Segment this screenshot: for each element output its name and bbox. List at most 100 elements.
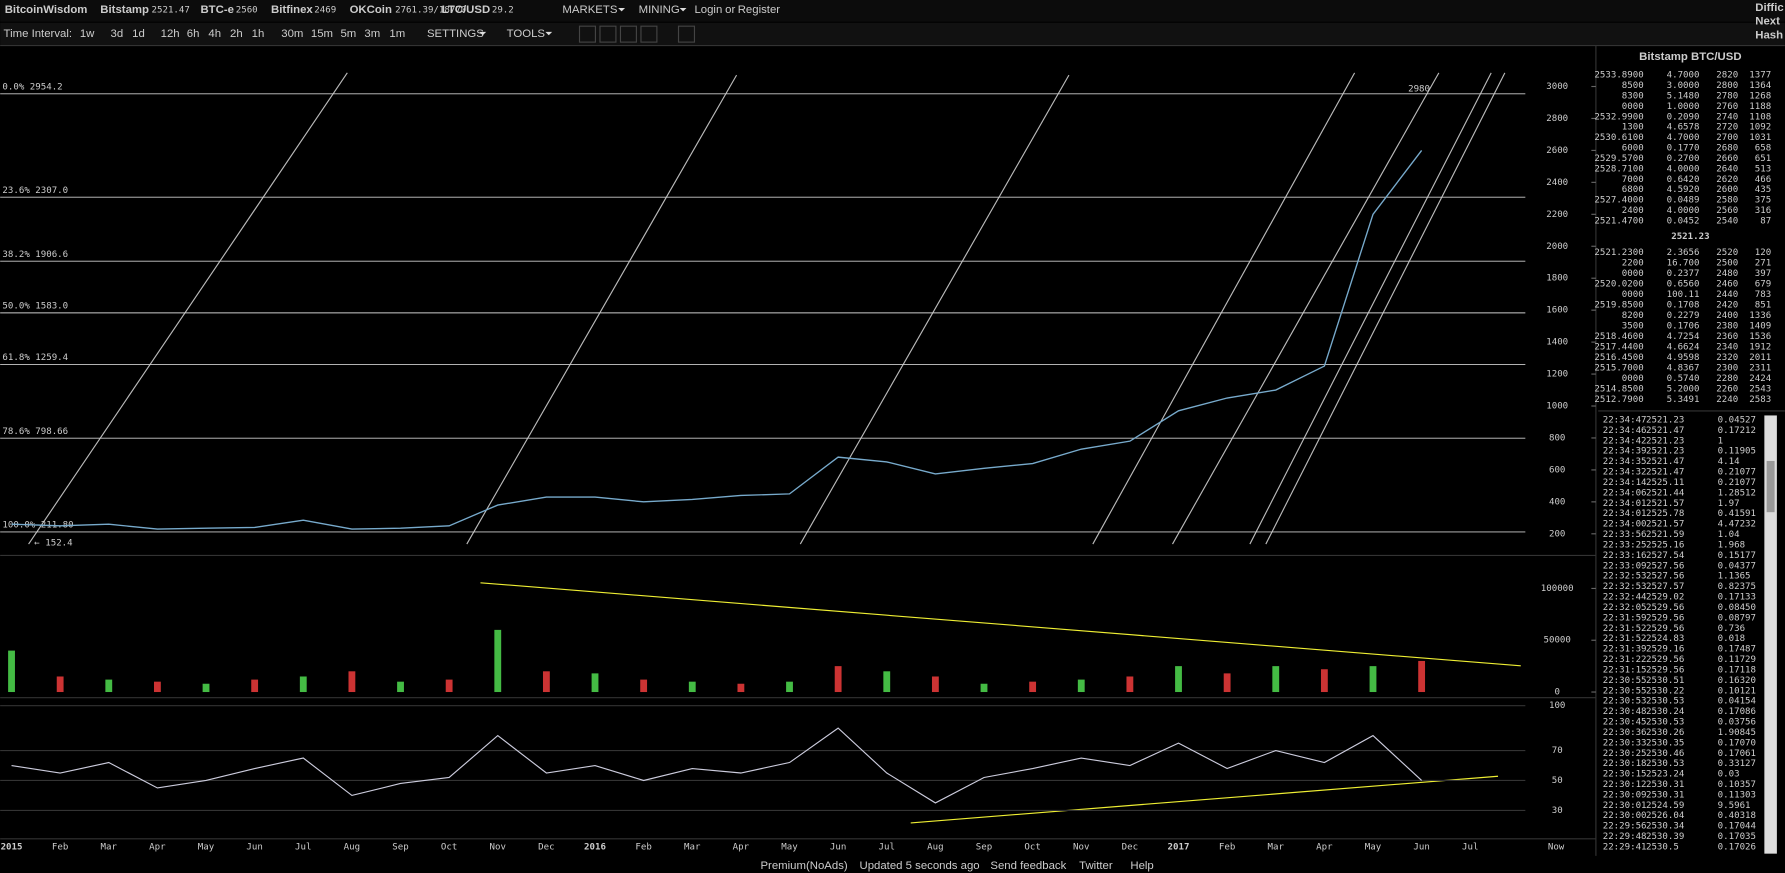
- order-price: 2527.4000: [1594, 196, 1643, 206]
- footer-link[interactable]: Twitter: [1079, 860, 1113, 872]
- tools-menu[interactable]: TOOLS: [507, 28, 546, 40]
- trade-amount: 4.47232: [1718, 520, 1756, 530]
- order-amount: 4.8367: [1667, 363, 1700, 373]
- volume-bar: [1418, 660, 1426, 693]
- trade-time: 22:30:45: [1603, 718, 1647, 728]
- tool-button[interactable]: [640, 25, 658, 43]
- tool-button[interactable]: [578, 25, 596, 43]
- settings-menu[interactable]: SETTINGS: [427, 28, 484, 40]
- trade-time: 22:30:15: [1603, 770, 1647, 780]
- trade-price: 2521.23: [1646, 436, 1684, 446]
- trade-time: 22:32:44: [1603, 593, 1647, 603]
- ticker-name[interactable]: LTC/USD: [442, 4, 490, 16]
- order-amount: 0.6420: [1667, 175, 1700, 185]
- interval-button[interactable]: 12h: [161, 28, 180, 40]
- trade-price: 2530.53: [1646, 697, 1684, 707]
- x-tick-label: Feb: [1219, 842, 1235, 852]
- trade-price: 2526.04: [1646, 811, 1685, 821]
- x-tick-label: Now: [1548, 842, 1565, 852]
- trade-price: 2521.57: [1646, 499, 1684, 509]
- interval-button[interactable]: 1h: [252, 28, 265, 40]
- trade-amount: 4.14: [1718, 457, 1740, 467]
- y-tick-label: 1000: [1546, 402, 1568, 412]
- order-price: 2529.5700: [1594, 154, 1643, 164]
- depth-amount: 316: [1755, 206, 1771, 216]
- depth-price: 2500: [1716, 259, 1738, 269]
- x-tick-label: Sep: [392, 842, 408, 852]
- scroll-thumb[interactable]: [1766, 460, 1775, 513]
- interval-button[interactable]: 30m: [281, 28, 303, 40]
- order-amount: 4.7254: [1667, 332, 1700, 342]
- footer-link[interactable]: Help: [1130, 860, 1153, 872]
- trade-price: 2521.47: [1646, 426, 1684, 436]
- side-link[interactable]: Next: [1755, 16, 1780, 28]
- tool-button[interactable]: [599, 25, 617, 43]
- interval-button[interactable]: 5m: [340, 28, 356, 40]
- trade-amount: 0.17086: [1718, 707, 1756, 717]
- tool-button[interactable]: [677, 25, 696, 43]
- trade-time: 22:29:41: [1603, 842, 1647, 852]
- or-text: or: [725, 4, 735, 16]
- interval-button[interactable]: 1w: [80, 28, 95, 40]
- trade-amount: 0.11729: [1718, 655, 1756, 665]
- ticker-name[interactable]: Bitfinex: [271, 4, 313, 16]
- trade-price: 2521.23: [1646, 415, 1684, 425]
- interval-button[interactable]: 6h: [187, 28, 200, 40]
- order-amount: 0.2700: [1667, 154, 1700, 164]
- trade-time: 22:34:06: [1603, 488, 1647, 498]
- x-tick-label: Nov: [490, 842, 507, 852]
- order-price: 2400: [1622, 206, 1644, 216]
- volume-bar: [56, 676, 64, 693]
- order-amount: 0.2090: [1667, 112, 1700, 122]
- dropdown-arrow: [479, 31, 487, 36]
- trade-price: 2530.53: [1646, 718, 1684, 728]
- scrollbar[interactable]: [1764, 415, 1777, 854]
- interval-button[interactable]: 3d: [111, 28, 124, 40]
- depth-price: 2420: [1716, 301, 1738, 311]
- volume-bar: [348, 671, 356, 693]
- volume-bar: [202, 683, 210, 693]
- trade-price: 2530.26: [1646, 728, 1684, 738]
- drawing-lines: [28, 72, 1506, 545]
- interval-button[interactable]: 1m: [389, 28, 405, 40]
- trade-amount: 0.17133: [1718, 593, 1756, 603]
- ticker-name[interactable]: OKCoin: [350, 4, 392, 16]
- interval-button[interactable]: 3m: [364, 28, 380, 40]
- trend-line: [1172, 72, 1440, 545]
- y-tick-label: 100000: [1541, 584, 1574, 594]
- interval-button[interactable]: 1d: [132, 28, 145, 40]
- trade-amount: 1: [1718, 436, 1723, 446]
- trade-time: 22:32:53: [1603, 582, 1647, 592]
- trade-price: 2530.31: [1646, 780, 1684, 790]
- side-link[interactable]: Hash: [1755, 29, 1783, 41]
- tool-button[interactable]: [619, 25, 637, 43]
- depth-price: 2520: [1716, 248, 1738, 258]
- login-link[interactable]: Login: [694, 4, 722, 16]
- ticker-name[interactable]: Bitstamp: [100, 4, 149, 16]
- depth-amount: 2011: [1749, 353, 1771, 363]
- ticker-name[interactable]: BTC-e: [200, 4, 234, 16]
- depth-price: 2300: [1716, 363, 1738, 373]
- orderbook-title: Bitstamp BTC/USD: [1639, 51, 1741, 63]
- interval-button[interactable]: 4h: [208, 28, 221, 40]
- footer-link[interactable]: Send feedback: [990, 860, 1066, 872]
- interval-button[interactable]: 2h: [230, 28, 243, 40]
- interval-button[interactable]: 15m: [311, 28, 333, 40]
- menu[interactable]: MINING: [639, 4, 680, 16]
- side-link[interactable]: Diffic: [1755, 2, 1783, 14]
- depth-price: 2760: [1716, 102, 1738, 112]
- volume-bar: [445, 679, 453, 693]
- brand[interactable]: BitcoinWisdom: [5, 4, 88, 16]
- trade-time: 22:30:48: [1603, 707, 1647, 717]
- footer-link[interactable]: Premium(NoAds): [760, 860, 847, 872]
- menu[interactable]: MARKETS: [562, 4, 617, 16]
- order-amount: 4.7000: [1667, 71, 1700, 81]
- register-link[interactable]: Register: [738, 4, 781, 16]
- trade-time: 22:30:36: [1603, 728, 1647, 738]
- trade-time: 22:31:39: [1603, 645, 1647, 655]
- order-price: 8500: [1622, 81, 1644, 91]
- trade-price: 2523.24: [1646, 770, 1685, 780]
- volume-bar: [1223, 673, 1231, 693]
- trade-time: 22:34:32: [1603, 468, 1647, 478]
- volume-bar: [1029, 681, 1037, 693]
